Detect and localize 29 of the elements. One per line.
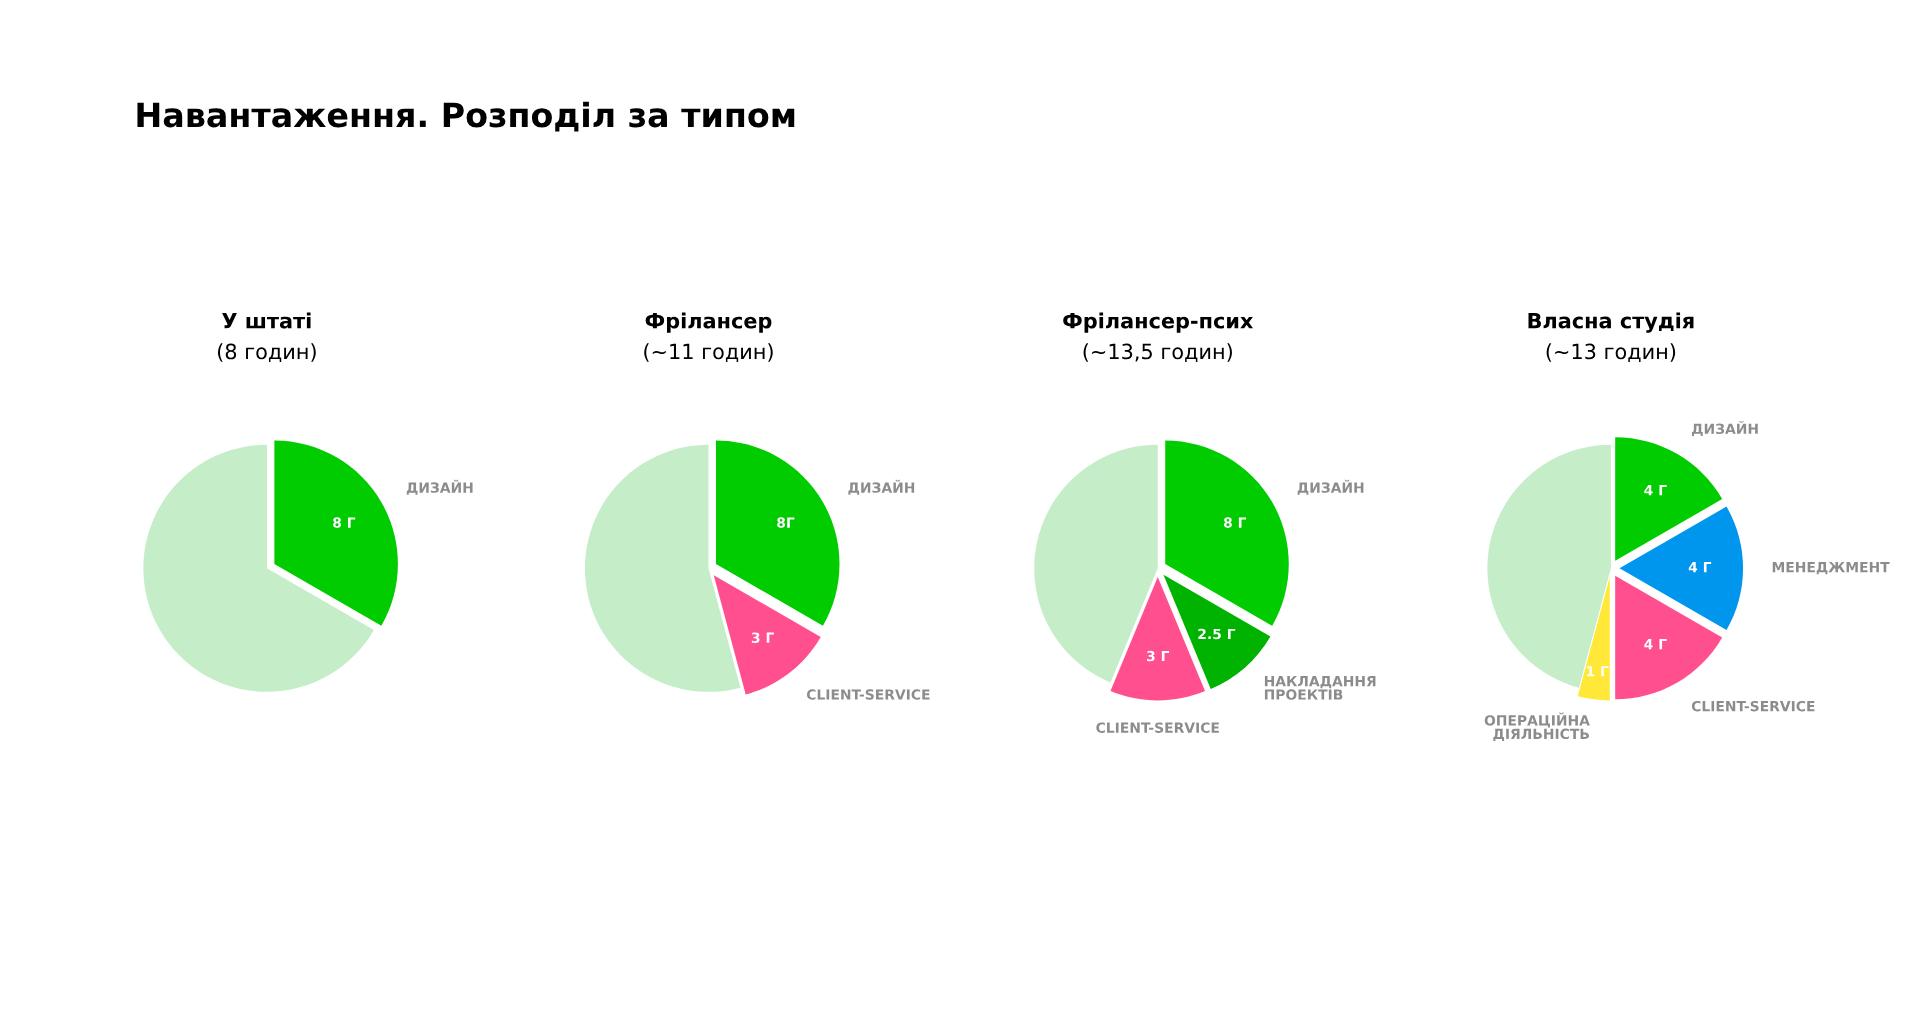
data-label: 8Г (777, 517, 795, 528)
data-label: 4 Г (1644, 639, 1667, 650)
chart-title: У штаті (222, 312, 311, 329)
chart-title: Фрілансер-псих (1063, 312, 1254, 333)
data-label: 8 Г (333, 517, 356, 528)
chart-subtitle: (~13,5 годин) (1083, 343, 1232, 362)
slice-label: МЕНЕДЖМЕНТ (1772, 562, 1890, 575)
slice-label: ОПЕРАЦІЙНА ДІЯЛЬНІСТЬ (1484, 712, 1590, 742)
chart-title: Фрілансер (645, 312, 772, 333)
slice-label: ДИЗАЙН (1297, 479, 1364, 495)
chart-title: Власна студія (1528, 312, 1694, 333)
chart-subtitle: (~13 годин) (1546, 343, 1676, 362)
slice-label: НАКЛАДАННЯ ПРОЕКТІВ (1264, 676, 1376, 700)
slice-label: ДИЗАЙН (1692, 421, 1758, 437)
slice-label: CLIENT-SERVICE (1691, 700, 1815, 712)
data-label: 8 Г (1223, 517, 1247, 528)
data-label: 3 Г (751, 632, 774, 643)
chart-subtitle: (~11 годин) (644, 343, 773, 362)
data-label: 1 Г (1587, 666, 1609, 677)
slice-label: ДИЗАЙН (848, 479, 915, 495)
slice-label: CLIENT-SERVICE (1096, 722, 1219, 733)
data-label: 3 Г (1147, 650, 1170, 662)
text: Навантаження. Розподіл за типом (137, 101, 795, 132)
data-label: 4 Г (1644, 485, 1667, 496)
data-label: 2.5 Г (1198, 628, 1236, 640)
slice-label: ДИЗАЙН (406, 479, 473, 495)
data-label: 4 Г (1688, 562, 1712, 573)
chart-subtitle: (8 годин) (217, 343, 316, 362)
slice-label: CLIENT-SERVICE (806, 689, 930, 700)
